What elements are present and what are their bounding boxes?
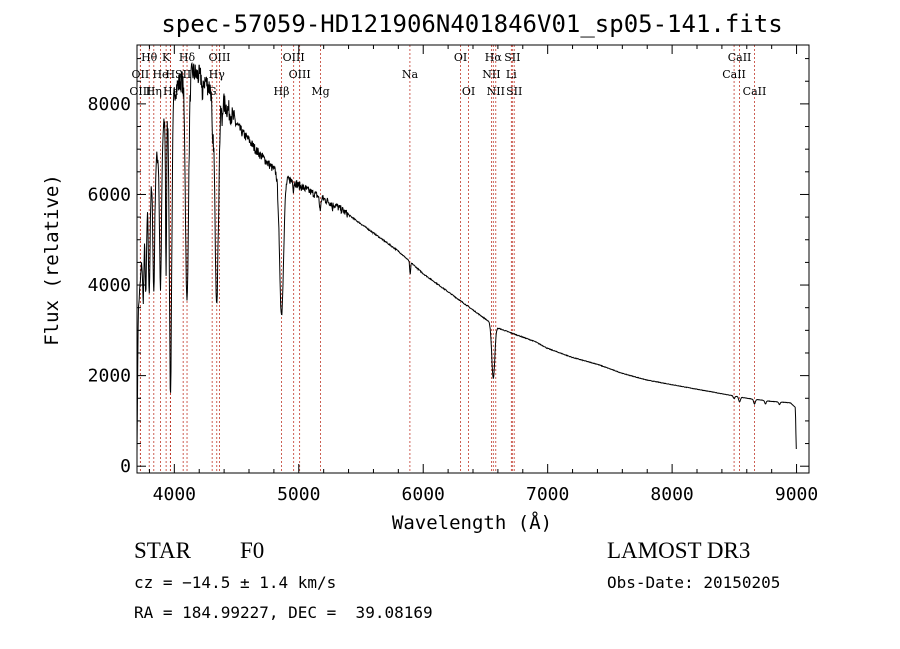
marker-label: Mg (311, 85, 329, 98)
marker-label: He (152, 68, 168, 81)
x-axis: 4000 5000 6000 7000 8000 9000 (148, 45, 818, 505)
y-tick-label: 2000 (88, 366, 131, 387)
marker-label: Hδ (179, 51, 196, 64)
y-tick-label: 6000 (88, 184, 131, 205)
marker-label: OIII (129, 85, 151, 98)
marker-label: NII (482, 68, 500, 81)
marker-label: Hγ (209, 68, 226, 81)
marker-label: OIII (289, 68, 311, 81)
line-markers (139, 45, 755, 473)
marker-label: OI (454, 51, 467, 64)
spectrum-line (136, 61, 797, 454)
chart-title: spec-57059-HD121906N401846V01_sp05-141.f… (161, 10, 782, 38)
marker-label: CaII (743, 85, 767, 98)
marker-label: Hη (146, 85, 162, 98)
marker-label: OII (132, 68, 150, 81)
plot-frame (136, 44, 810, 474)
marker-label: OIII (283, 51, 305, 64)
obs-date: Obs-Date: 20150205 (607, 573, 781, 592)
x-tick-label: 7000 (526, 484, 569, 505)
spectral-subclass: F0 (240, 538, 265, 563)
x-tick-label: 9000 (775, 484, 818, 505)
x-axis-label: Wavelength (Å) (392, 511, 552, 534)
marker-label: SII (504, 51, 520, 64)
y-axis: 0 2000 4000 6000 8000 (88, 58, 809, 477)
redshift-readout: cz = −14.5 ± 1.4 km/s (134, 573, 337, 592)
x-tick-label: 4000 (153, 484, 196, 505)
marker-label: Na (402, 68, 419, 81)
x-tick-label: 8000 (650, 484, 693, 505)
marker-label: NII (487, 85, 505, 98)
marker-label: Hβ (274, 85, 290, 98)
y-tick-label: 4000 (88, 275, 131, 296)
marker-label: Hα (485, 51, 503, 64)
marker-label: H (166, 68, 176, 81)
x-tick-label: 6000 (402, 484, 445, 505)
y-axis-label: Flux (relative) (41, 174, 63, 346)
x-tick-label: 5000 (277, 484, 320, 505)
marker-label: OIII (208, 51, 230, 64)
object-class: STAR (134, 538, 191, 563)
marker-label: OI (462, 85, 475, 98)
marker-label: CaII (722, 68, 746, 81)
marker-label: Hθ (141, 51, 158, 64)
marker-label: SII (506, 85, 522, 98)
y-tick-label: 8000 (88, 94, 131, 115)
coordinates: RA = 184.99227, DEC = 39.08169 (134, 603, 433, 622)
y-tick-label: 0 (120, 456, 131, 477)
marker-label: K (162, 51, 171, 64)
marker-label: CaII (728, 51, 752, 64)
survey-name: LAMOST DR3 (607, 538, 751, 563)
marker-label: G (208, 85, 217, 98)
marker-label: Li (506, 68, 517, 81)
